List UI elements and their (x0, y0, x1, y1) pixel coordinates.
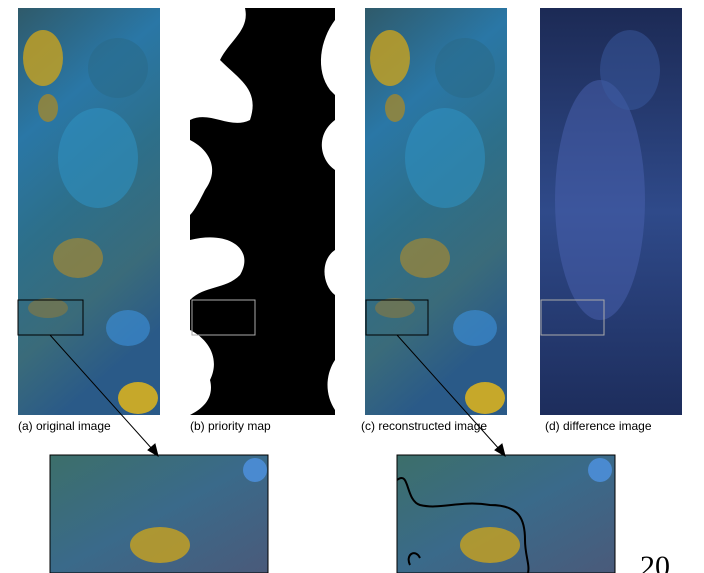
zoom-inset (397, 455, 615, 573)
priority-map (190, 8, 335, 415)
figure: (a) original image (b) priority map (c) … (0, 0, 704, 573)
caption: (d) difference image (545, 419, 652, 433)
page-number: 20 (640, 550, 670, 573)
zoom-inset (50, 455, 268, 573)
caption: (c) reconstructed image (361, 419, 487, 433)
caption: (a) original image (18, 419, 111, 433)
difference-image (540, 8, 682, 415)
reconstructed-image (365, 8, 507, 415)
caption: (b) priority map (190, 419, 271, 433)
original-image (18, 8, 160, 415)
